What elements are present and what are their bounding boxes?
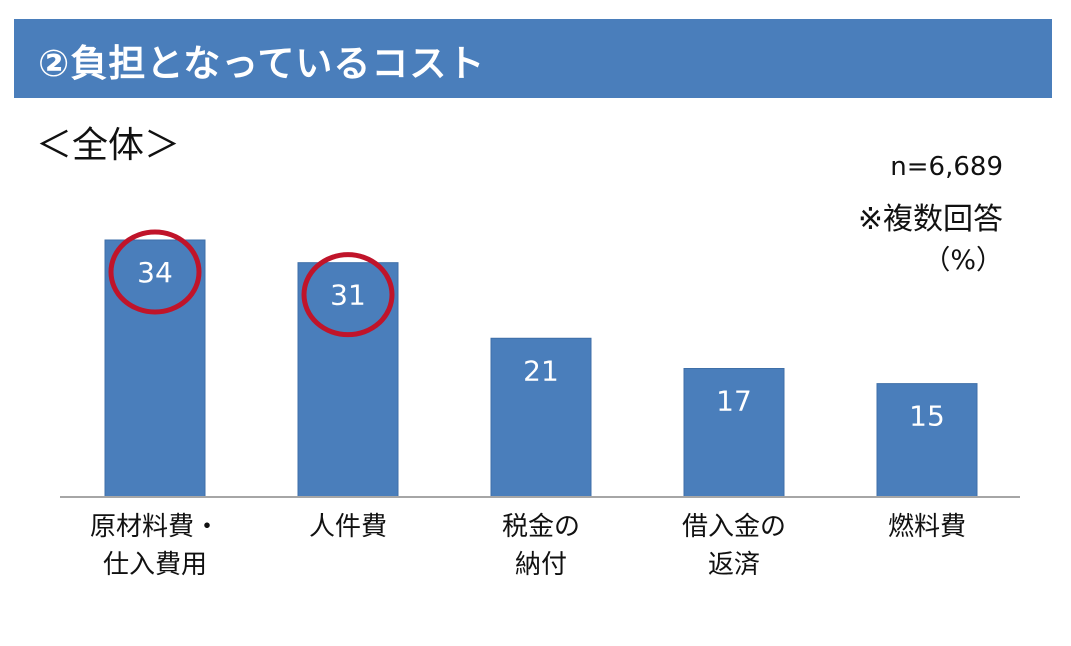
bar-value-label: 31 [330,279,366,312]
multiple-answer-note: ※複数回答 [857,202,1003,237]
bar-value-label: 34 [137,256,173,289]
category-label: 税金の [502,512,580,542]
bar [490,337,592,498]
bar-value-label: 17 [716,385,752,418]
chart-subtitle: ＜全体＞ [36,125,181,166]
category-label: 返済 [708,550,760,580]
sample-size-note: n=6,689 [890,152,1003,182]
category-label: 納付 [515,550,567,580]
bar [104,239,206,498]
category-label: 原材料費・ [90,512,220,542]
highlight-circle [301,252,395,338]
bar-value-label: 15 [909,400,945,433]
bar [876,383,978,498]
category-label: 燃料費 [888,512,966,542]
unit-note: （%） [923,245,1003,276]
page-title: ②負担となっているコスト [38,42,486,85]
highlight-circle [108,229,202,315]
header-bar: ②負担となっているコスト [14,19,1052,98]
category-label: 借入金の [682,512,786,542]
category-label: 仕入費用 [103,550,207,580]
bar-value-label: 21 [523,354,559,387]
category-label: 人件費 [309,512,387,542]
bar [297,262,399,498]
